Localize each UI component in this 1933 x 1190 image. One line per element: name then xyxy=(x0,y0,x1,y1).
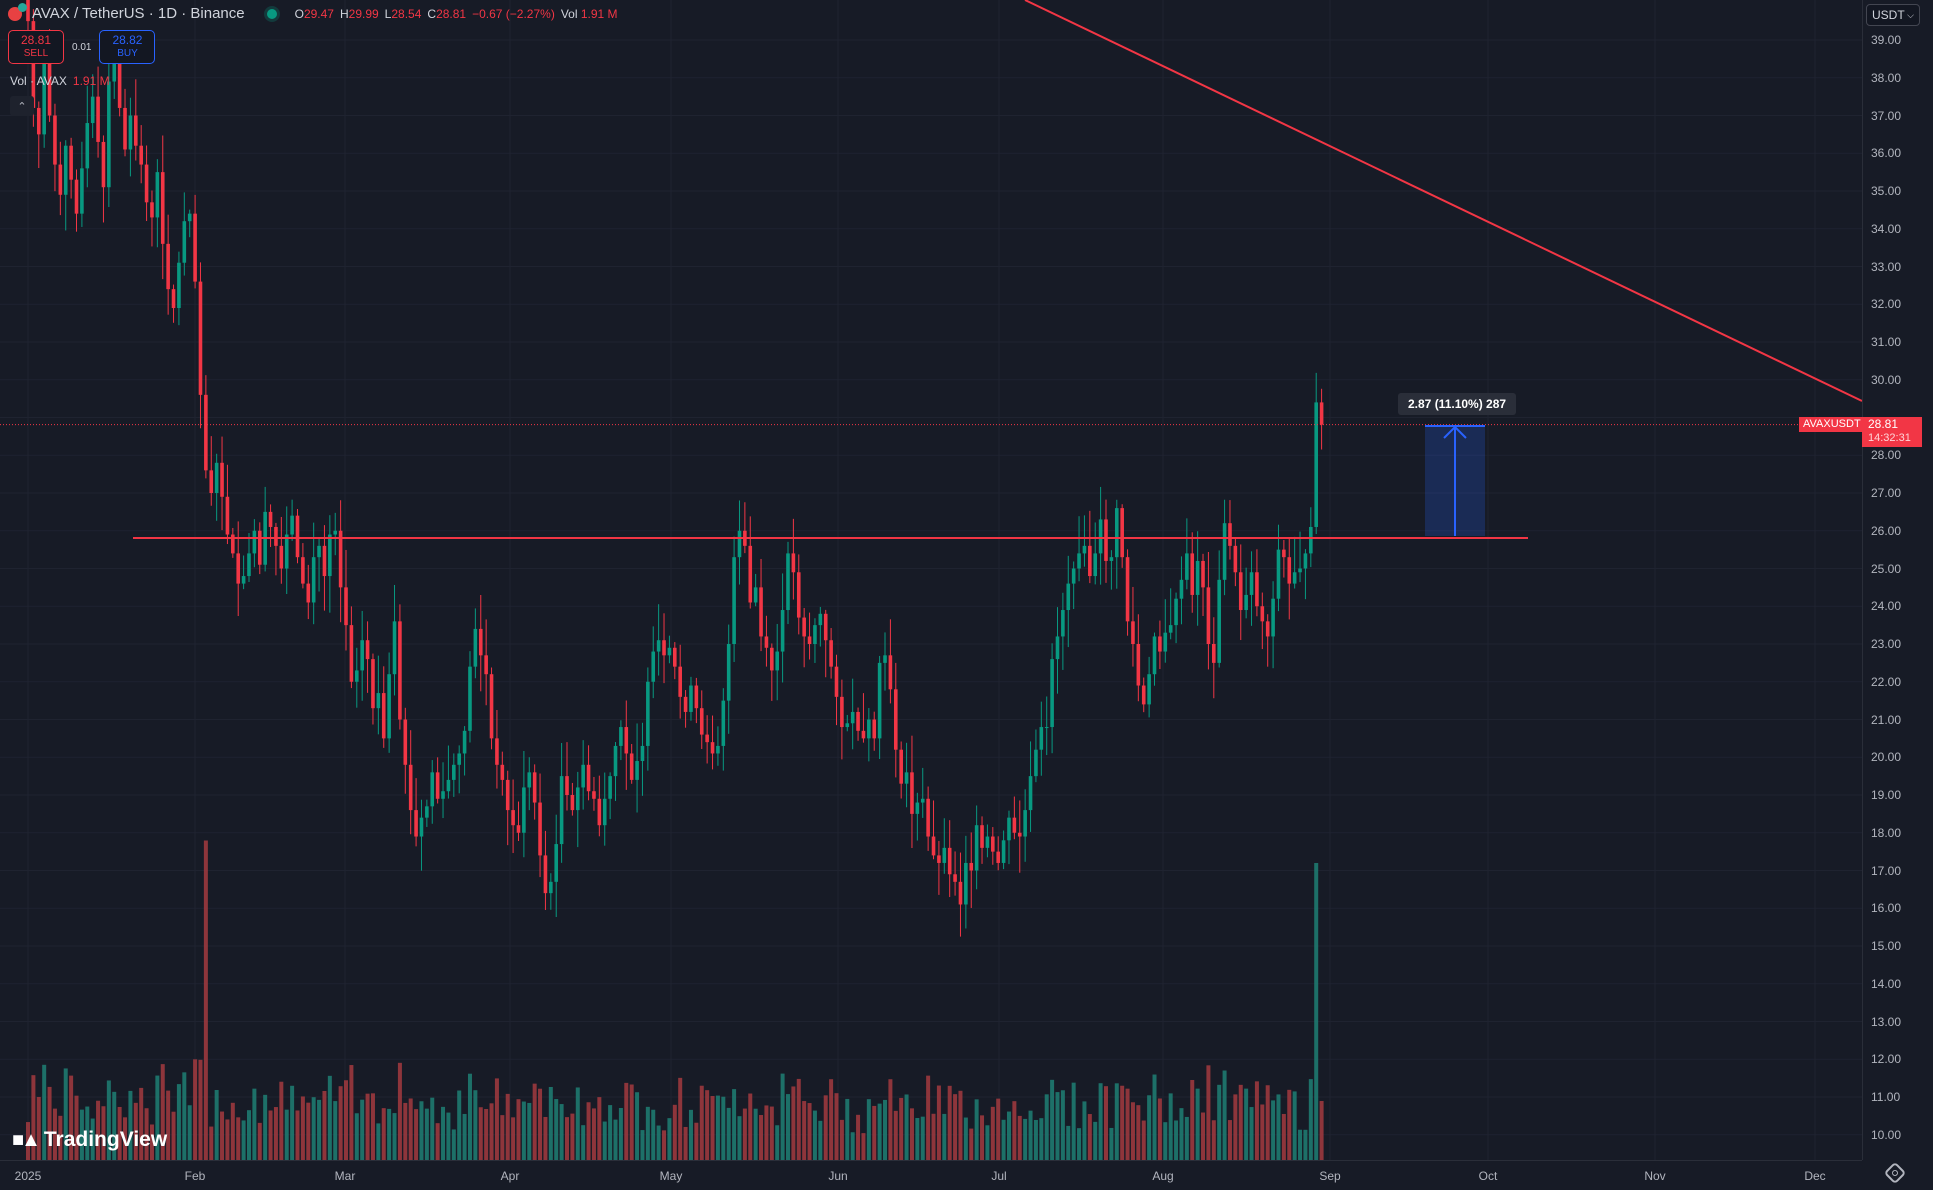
volume-legend-value: 1.91 M xyxy=(72,74,110,88)
price-tick: 20.00 xyxy=(1871,750,1902,765)
price-tick: 26.00 xyxy=(1871,523,1902,538)
avax-logo-icon xyxy=(8,2,27,21)
price-tick: 12.00 xyxy=(1871,1052,1902,1067)
last-price-value: 28.81 xyxy=(1868,417,1899,431)
tv-logo-icon: ■▲ xyxy=(12,1128,41,1151)
low-label: L xyxy=(384,6,392,21)
spread-value: 0.01 xyxy=(72,41,92,53)
time-tick: Feb xyxy=(184,1169,206,1183)
time-tick: May xyxy=(659,1169,683,1183)
price-tick: 34.00 xyxy=(1871,221,1902,236)
price-tick: 10.00 xyxy=(1871,1127,1902,1142)
price-tick: 19.00 xyxy=(1871,788,1902,802)
symbol-price-label: AVAXUSDT xyxy=(1799,417,1865,432)
market-status-icon[interactable] xyxy=(266,8,277,19)
price-tick: 11.00 xyxy=(1871,1090,1901,1104)
sell-button[interactable]: 28.81 SELL xyxy=(8,30,64,64)
price-tick: 25.00 xyxy=(1871,561,1902,576)
price-tick: 33.00 xyxy=(1871,259,1902,274)
high-label: H xyxy=(339,6,349,21)
high-value: 29.99 xyxy=(348,6,379,21)
candle-countdown: 14:32:31 xyxy=(1868,432,1911,444)
time-tick: Dec xyxy=(1804,1169,1826,1183)
price-tick: 32.00 xyxy=(1871,297,1902,312)
open-value: 29.47 xyxy=(303,6,334,21)
volume-legend-label: Vol · AVAX xyxy=(10,74,67,88)
time-tick: Mar xyxy=(334,1169,356,1183)
volume-legend[interactable]: Vol · AVAX 1.91 M xyxy=(10,74,110,88)
vol-value: 1.91 M xyxy=(580,6,618,21)
currency-value: USDT xyxy=(1872,8,1905,22)
price-tick: 38.00 xyxy=(1871,70,1902,85)
price-tick: 13.00 xyxy=(1871,1014,1902,1029)
time-tick: Aug xyxy=(1152,1169,1174,1183)
buy-button[interactable]: 28.82 BUY xyxy=(99,30,156,64)
time-tick: Sep xyxy=(1319,1169,1341,1183)
price-tick: 17.00 xyxy=(1871,863,1902,878)
settings-gear-icon[interactable] xyxy=(1883,1161,1907,1185)
time-tick: Apr xyxy=(500,1169,520,1183)
currency-select[interactable]: USDT ⌵ xyxy=(1866,4,1920,26)
trade-panel: 28.81 SELL 0.01 28.82 BUY xyxy=(8,30,156,64)
low-value: 28.54 xyxy=(391,6,422,21)
price-tick: 37.00 xyxy=(1871,108,1902,123)
price-tick: 30.00 xyxy=(1871,372,1902,387)
time-tick: Nov xyxy=(1644,1169,1666,1183)
buy-label: BUY xyxy=(117,48,138,59)
price-tick: 28.00 xyxy=(1871,448,1902,463)
price-tick: 27.00 xyxy=(1871,486,1902,500)
time-axis[interactable]: 2025 Feb Mar Apr May Jun Jul Aug Sep Oct Nov Dec xyxy=(0,1160,1862,1190)
price-axis[interactable]: 39.00 38.00 37.00 36.00 35.00 34.00 33.00 32.00… xyxy=(1862,0,1933,1160)
vol-label: Vol xyxy=(560,6,578,21)
price-tick: 23.00 xyxy=(1871,637,1902,651)
price-tick: 15.00 xyxy=(1871,939,1902,953)
close-value: 28.81 xyxy=(436,6,467,21)
buy-price: 28.82 xyxy=(112,33,143,47)
chart-canvas[interactable] xyxy=(0,0,1862,1160)
time-tick: Oct xyxy=(1478,1169,1498,1183)
price-tick: 18.00 xyxy=(1871,825,1902,840)
symbol-header: AVAX / TetherUS · 1D · Binance O29.47 H2… xyxy=(8,2,618,22)
open-label: O xyxy=(294,6,304,21)
price-tick: 22.00 xyxy=(1871,674,1902,689)
last-price-label: 28.81 14:32:31 xyxy=(1862,417,1922,447)
price-chart[interactable] xyxy=(0,0,1862,1160)
chevron-down-icon: ⌵ xyxy=(1907,9,1914,20)
ohlc-legend: O29.47 H29.99 L28.54 C28.81 −0.67 (−2.27… xyxy=(295,7,618,21)
tradingview-logo[interactable]: ■▲ TradingView xyxy=(12,1128,167,1152)
measure-tooltip: 2.87 (11.10%) 287 xyxy=(1398,393,1517,415)
price-tick: 16.00 xyxy=(1871,901,1902,916)
brand-name: TradingView xyxy=(43,1128,168,1151)
time-tick: Jun xyxy=(828,1169,848,1183)
time-tick: Jul xyxy=(991,1169,1007,1183)
price-tick: 21.00 xyxy=(1871,712,1902,727)
price-tick: 39.00 xyxy=(1871,33,1902,47)
price-tick: 24.00 xyxy=(1871,599,1902,614)
sell-price: 28.81 xyxy=(20,33,52,47)
price-tick: 36.00 xyxy=(1871,146,1902,161)
collapse-legend-button[interactable]: ⌃ xyxy=(10,96,34,116)
time-tick: 2025 xyxy=(14,1169,42,1183)
price-tick: 14.00 xyxy=(1871,976,1902,991)
change-value: −0.67 (−2.27%) xyxy=(472,6,555,21)
chevron-up-icon: ⌃ xyxy=(17,100,27,113)
price-tick: 35.00 xyxy=(1871,184,1902,198)
symbol-title[interactable]: AVAX / TetherUS · 1D · Binance xyxy=(32,5,245,22)
sell-label: SELL xyxy=(23,48,49,59)
price-tick: 31.00 xyxy=(1871,335,1902,349)
close-label: C xyxy=(427,6,437,21)
